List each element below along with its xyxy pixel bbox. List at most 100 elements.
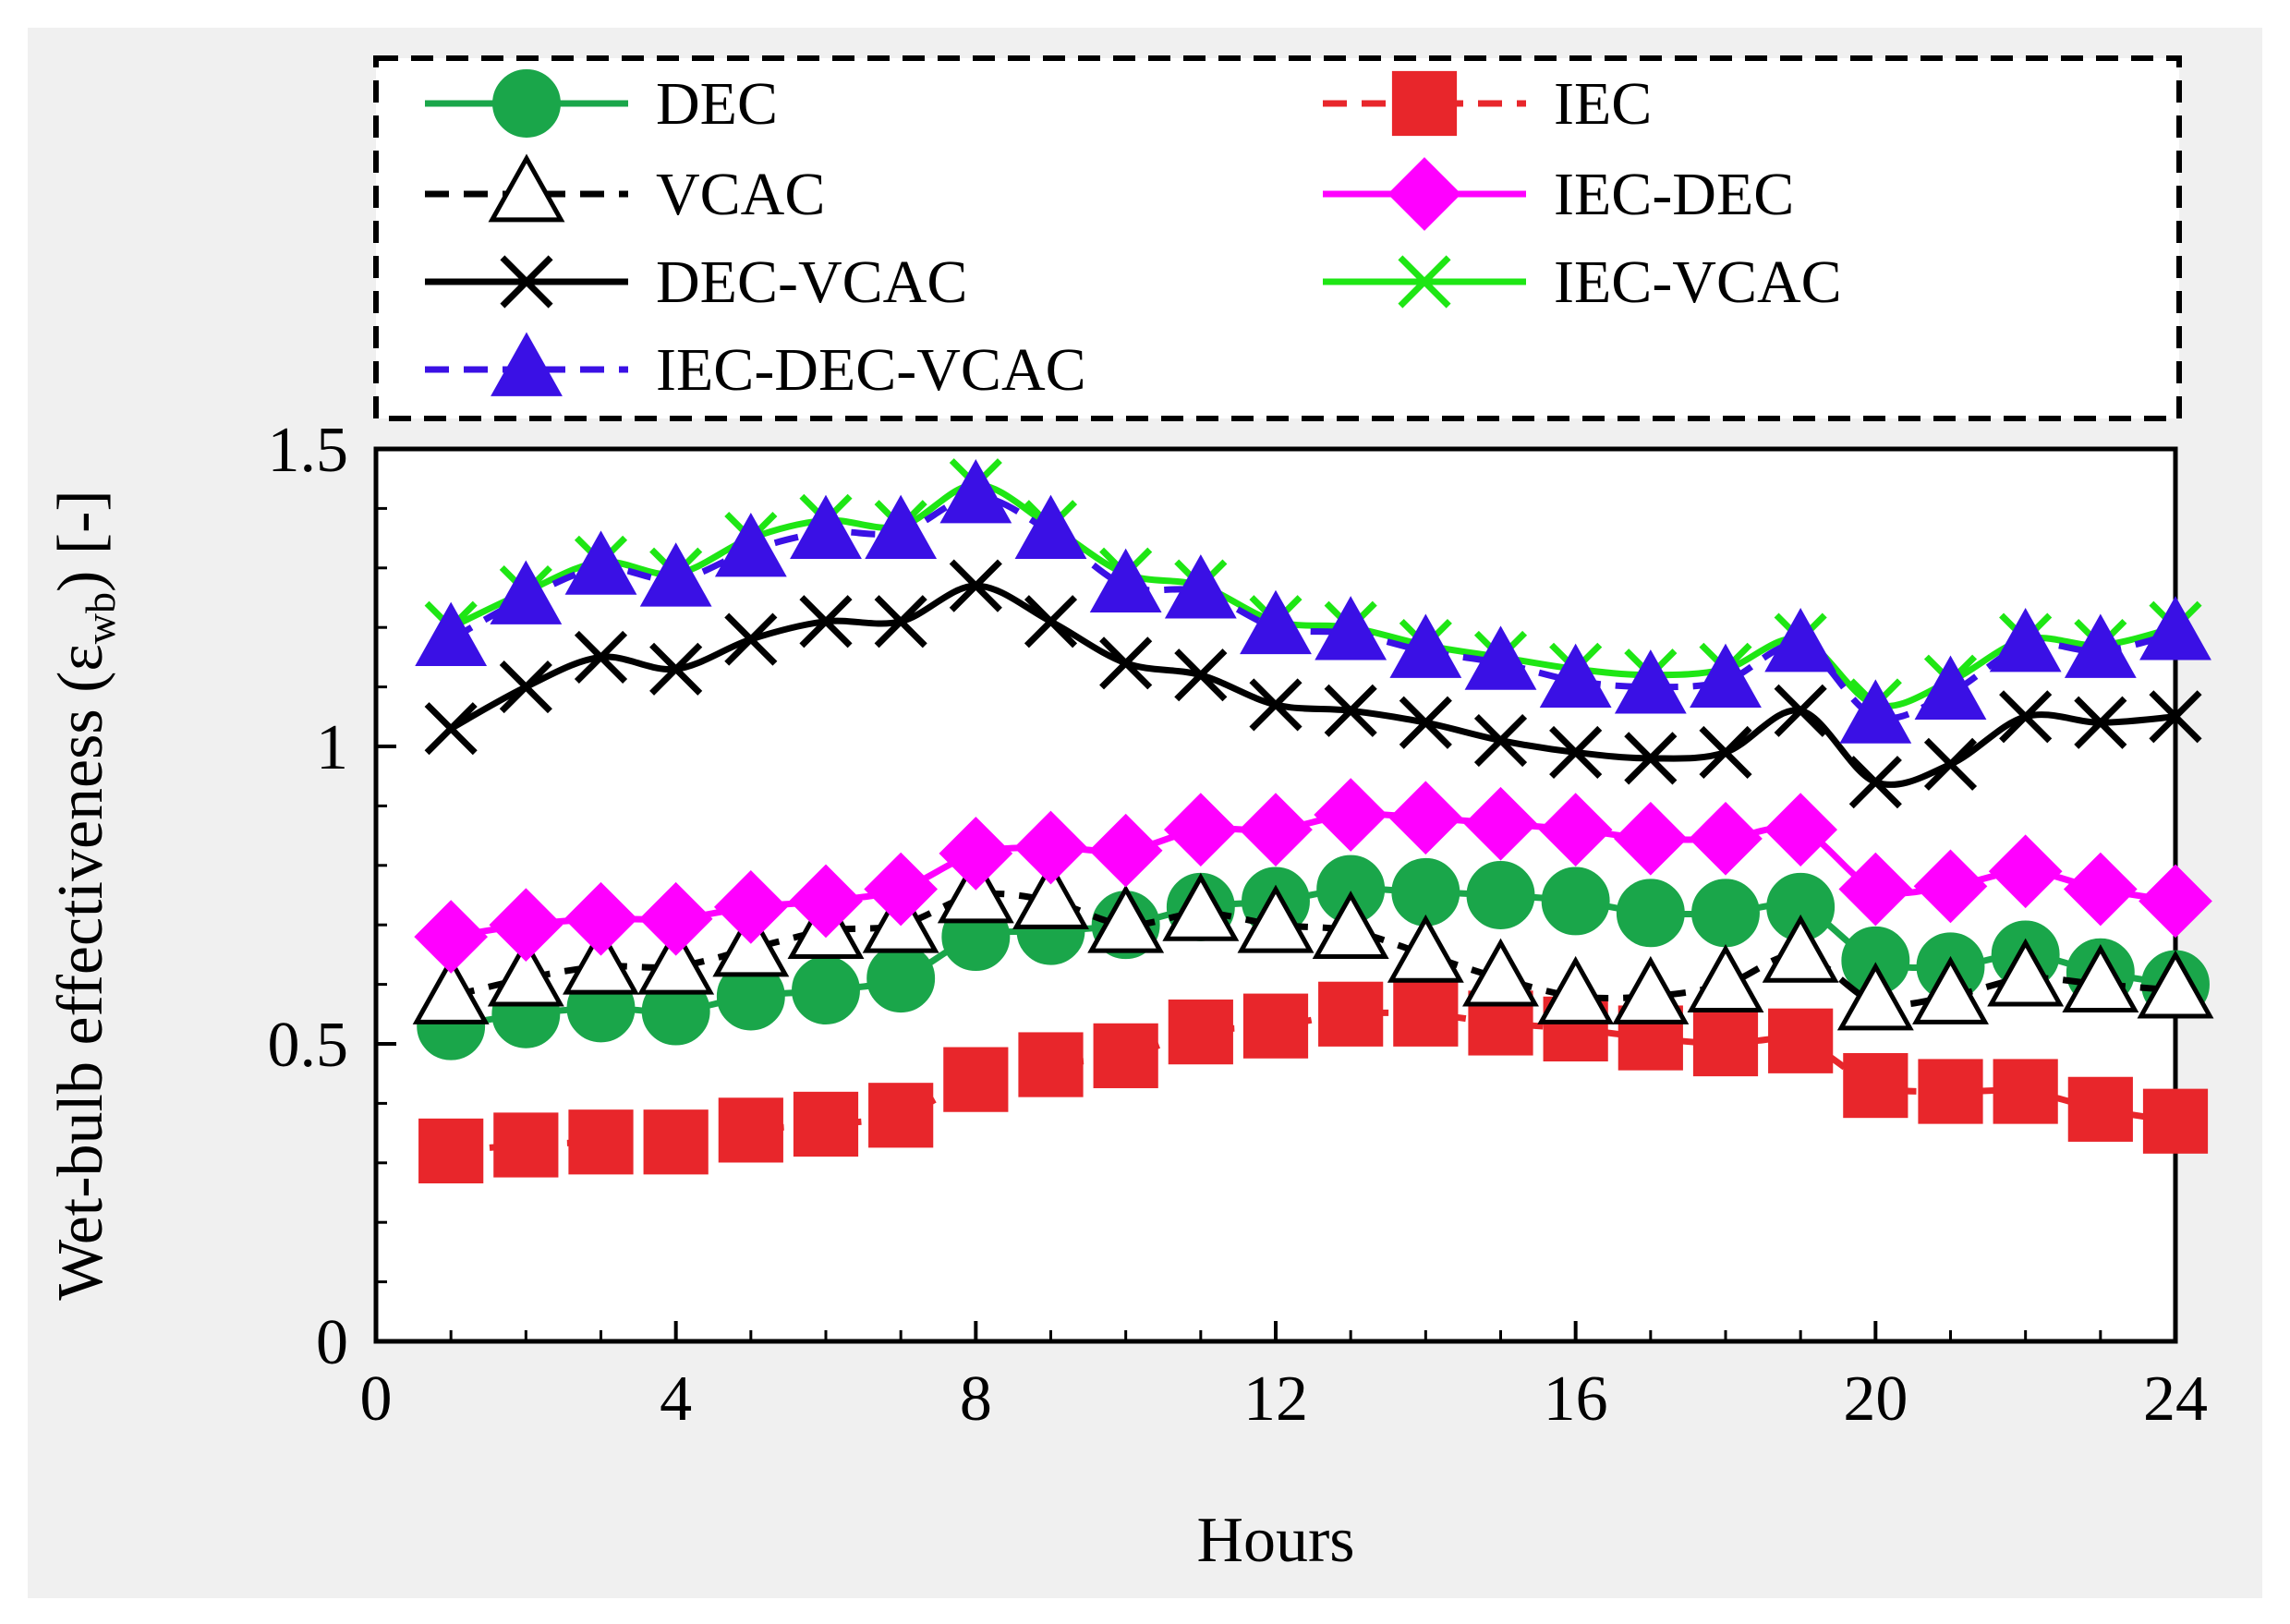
series-iec [418, 981, 2209, 1184]
data-point-vcac [1537, 955, 1615, 1024]
data-point-iec-dec-vcac [1315, 596, 1387, 661]
x-axis-label: Hours [1196, 1505, 1354, 1576]
data-point-iec-dec-vcac [564, 530, 637, 595]
data-point-dec-vcac [1399, 696, 1452, 749]
x-tick-label: 12 [1243, 1363, 1308, 1435]
data-point-iec-dec [1388, 781, 1463, 855]
data-point-iec-dec-vcac [714, 512, 787, 577]
data-point-dec-vcac [1249, 678, 1303, 732]
data-point-iec-dec-vcac [1014, 494, 1087, 560]
legend-item-vcac: VCAC [425, 153, 825, 228]
legend-marker-iec-dec-vcac [491, 332, 563, 396]
x-tick-label: 24 [2143, 1363, 2208, 1435]
data-point-iec-dec-vcac [790, 494, 862, 560]
data-point-dec [1541, 867, 1610, 936]
series-dec-vcac [424, 559, 2202, 809]
data-point-iec [868, 1083, 934, 1148]
data-point-dec-vcac [649, 642, 703, 696]
data-point-iec-dec [489, 888, 563, 963]
data-point-vcac [1462, 938, 1539, 1007]
data-point-iec-dec-vcac [639, 542, 712, 607]
data-point-vcac [1687, 944, 1764, 1012]
data-point-dec-vcac [1923, 737, 1978, 791]
data-point-iec-dec-vcac [1089, 548, 1162, 613]
legend: DEC VCAC DEC-VCAC IEC-DEC-VCAC IEC IEC-DEC IEC… [373, 55, 2182, 421]
series-layer [412, 458, 2214, 1184]
data-point-vcac [1237, 884, 1315, 953]
data-point-dec-vcac [424, 702, 478, 756]
legend-marker-dec-vcac [500, 255, 553, 309]
data-point-iec-dec [414, 900, 489, 974]
data-point-vcac [1312, 891, 1389, 960]
series-iec-dec-vcac [415, 459, 2211, 744]
x-tick-label: 4 [660, 1363, 692, 1435]
data-point-iec-dec [2139, 864, 2212, 939]
data-point-vcac [1162, 872, 1240, 941]
data-point-iec [1168, 1000, 1233, 1065]
data-point-iec-dec [638, 881, 713, 956]
data-point-iec-dec [1463, 786, 1538, 861]
data-point-iec-dec [1689, 801, 1763, 876]
data-point-iec [718, 1097, 783, 1163]
data-point-dec-vcac [1999, 690, 2053, 744]
data-point-vcac [1012, 860, 1089, 929]
x-tick-label: 16 [1544, 1363, 1608, 1435]
data-point-iec [1018, 1032, 1084, 1097]
legend-marker-iec-dec [1387, 157, 1461, 231]
data-point-iec [1993, 1059, 2058, 1124]
data-point-iec-dec-vcac [1464, 625, 1537, 690]
legend-label-iec-dec-vcac: IEC-DEC-VCAC [656, 336, 1086, 404]
legend-marker-dec [492, 69, 561, 138]
x-tick-label: 20 [1843, 1363, 1908, 1435]
data-point-iec-dec-vcac [1539, 643, 1612, 709]
data-point-iec-dec-vcac [1240, 589, 1312, 655]
series-iec-dec [414, 778, 2212, 974]
y-tick-label: 1 [316, 712, 348, 783]
data-point-iec-dec-vcac [1989, 608, 2062, 673]
y-tick-label: 1.5 [268, 415, 349, 486]
data-point-iec-dec-vcac [939, 459, 1012, 524]
data-point-dec-vcac [1624, 732, 1678, 785]
legend-marker-vcac [488, 153, 565, 223]
data-point-iec-dec-vcac [1690, 643, 1762, 709]
data-point-dec [1616, 879, 1685, 948]
data-point-iec-dec [864, 852, 939, 927]
y-axis-label: Wet-bulb effectiveness (εwb) [-] [45, 490, 124, 1301]
legend-item-iec-dec: IEC-DEC [1323, 157, 1794, 231]
data-point-vcac [1762, 914, 1839, 983]
data-point-dec-vcac [1774, 684, 1827, 737]
data-point-iec-dec [1613, 801, 1688, 876]
data-point-dec-vcac [1549, 725, 1603, 780]
data-point-iec-dec-vcac [1764, 608, 1837, 673]
data-point-dec [792, 956, 860, 1025]
data-point-dec [866, 944, 936, 1013]
data-point-iec [493, 1112, 559, 1178]
data-point-iec-dec [1239, 793, 1313, 867]
data-point-iec [1318, 981, 1384, 1047]
legend-label-dec-vcac: DEC-VCAC [656, 248, 967, 316]
legend-item-iec: IEC [1323, 70, 1652, 138]
legend-label-dec: DEC [656, 70, 778, 138]
data-point-dec-vcac [574, 630, 628, 684]
data-point-iec [943, 1047, 1009, 1112]
data-point-iec-dec-vcac [1914, 655, 1987, 720]
data-point-iec-dec [1763, 793, 1838, 867]
data-point-dec-vcac [1848, 756, 1902, 809]
data-point-iec [568, 1109, 634, 1175]
data-point-iec [418, 1118, 484, 1184]
data-point-iec-dec [1013, 810, 1088, 885]
data-point-vcac [1087, 884, 1165, 953]
data-point-dec-vcac [799, 595, 853, 648]
data-point-iec-dec [1163, 793, 1238, 867]
data-point-vcac [2062, 944, 2139, 1012]
data-point-iec [1843, 1052, 1908, 1119]
data-point-iec-dec-vcac [865, 494, 938, 560]
legend-frame [373, 55, 2182, 421]
legend-item-dec-vcac: DEC-VCAC [425, 248, 967, 316]
data-point-iec [793, 1091, 859, 1157]
data-point-dec-vcac [1174, 648, 1228, 702]
data-point-dec [1466, 861, 1535, 929]
data-point-dec-vcac [874, 595, 927, 648]
data-point-iec-dec [1538, 793, 1613, 867]
